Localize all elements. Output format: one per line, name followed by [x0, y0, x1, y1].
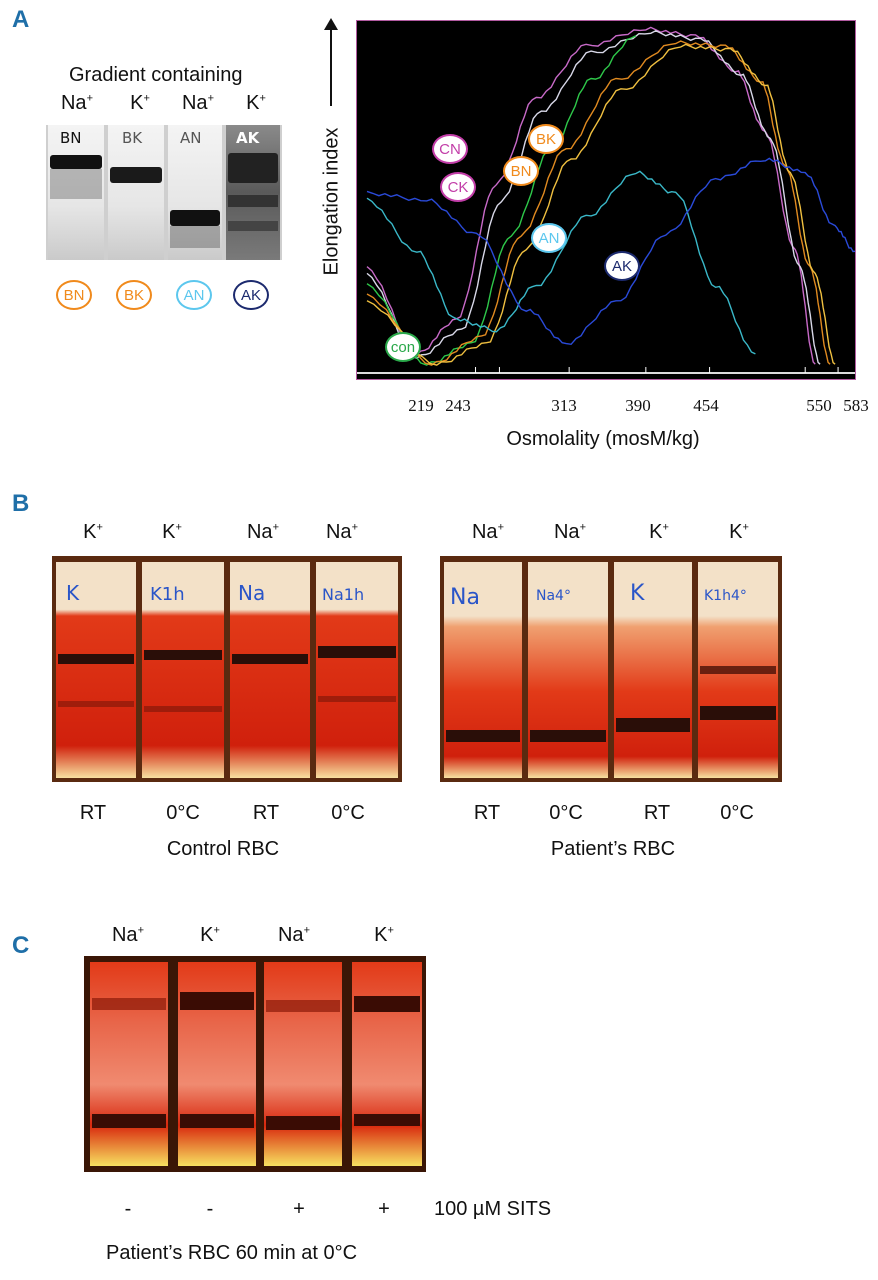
- b-left-caption: Control RBC: [166, 838, 280, 860]
- series-line-bn: [366, 40, 831, 366]
- panel-letter-c: C: [12, 932, 30, 959]
- x-tick-454: 454: [693, 396, 719, 415]
- series-line-ck: [366, 30, 821, 365]
- b-left-ion-3: Na+: [246, 521, 280, 543]
- panel-letter-b: B: [12, 490, 30, 517]
- sample-circle-bk: BK: [116, 280, 152, 310]
- p-tube-scrawl-1: Na: [450, 585, 480, 610]
- b-right-temp-4: 0°C: [720, 802, 754, 824]
- p-tube-scrawl-4: K1h4°: [704, 588, 747, 604]
- x-tick-313: 313: [551, 396, 577, 415]
- b-right-ion-1: Na+: [471, 521, 505, 543]
- b-right-temp-3: RT: [643, 802, 671, 824]
- patient-tubes-photo: Na Na4° K K1h4°: [440, 556, 782, 782]
- x-tick-550: 550: [806, 396, 832, 415]
- panel-letter-a: A: [12, 6, 30, 33]
- series-line-bk: [366, 43, 836, 366]
- x-tick-583: 583: [843, 396, 869, 415]
- c-sits-mark-3: +: [293, 1198, 305, 1220]
- tube-scrawl-4: Na1h: [322, 585, 364, 604]
- elongation-axis-arrow: [330, 24, 332, 106]
- b-left-ion-1: K+: [83, 521, 103, 543]
- control-tubes-image: K K1h Na Na1h: [56, 562, 398, 778]
- gel-col-ion-4: K+: [246, 92, 266, 114]
- curve-label-bn: BN: [503, 156, 539, 186]
- gradient-gel-image: BN BK AN AK: [48, 125, 280, 260]
- series-line-an: [366, 170, 756, 355]
- tube-scrawl-1: K: [66, 581, 80, 605]
- gel-scrawl-3: AN: [180, 129, 201, 147]
- chart-plot-area: [357, 26, 856, 374]
- c-ion-3: Na+: [277, 924, 311, 946]
- tube-scrawl-2: K1h: [150, 584, 185, 605]
- c-caption: Patient’s RBC 60 min at 0°C: [106, 1242, 358, 1264]
- gel-scrawl-4: AK: [236, 129, 261, 147]
- gel-col-ion-2: K+: [130, 92, 150, 114]
- b-left-ion-4: Na+: [325, 521, 359, 543]
- c-sits-mark-4: +: [378, 1198, 390, 1220]
- sample-circle-bn: BN: [56, 280, 92, 310]
- gradient-gel-photo: BN BK AN AK: [46, 125, 282, 260]
- x-axis-label: Osmolality (mosM/kg): [506, 428, 700, 450]
- b-right-temp-1: RT: [473, 802, 501, 824]
- x-tick-243: 243: [445, 396, 471, 415]
- x-tick-219: 219: [408, 396, 434, 415]
- curve-label-an: AN: [531, 223, 567, 253]
- c-sits-label: 100 µM SITS: [434, 1198, 552, 1220]
- y-axis-label: Elongation index: [320, 127, 343, 276]
- c-ion-1: Na+: [111, 924, 145, 946]
- patient-tubes-image: Na Na4° K K1h4°: [444, 562, 778, 778]
- c-sits-mark-2: -: [206, 1198, 214, 1220]
- curve-label-cn: CN: [432, 134, 468, 164]
- p-tube-scrawl-2: Na4°: [536, 588, 571, 604]
- c-ion-2: K+: [200, 924, 220, 946]
- curve-label-ak: AK: [604, 251, 640, 281]
- c-sits-mark-1: -: [124, 1198, 132, 1220]
- gel-scrawl-2: BK: [122, 129, 143, 147]
- b-right-ion-4: K+: [729, 521, 749, 543]
- series-line-con: [366, 35, 637, 366]
- gel-col-ion-1: Na+: [60, 92, 94, 114]
- b-left-temp-1: RT: [79, 802, 107, 824]
- b-left-temp-2: 0°C: [166, 802, 200, 824]
- curve-label-ck: CK: [440, 172, 476, 202]
- sample-circle-an: AN: [176, 280, 212, 310]
- b-right-caption: Patient’s RBC: [550, 838, 676, 860]
- ektacytometry-chart: [356, 20, 856, 380]
- b-left-temp-3: RT: [252, 802, 280, 824]
- arrow-head: [324, 18, 338, 30]
- curve-label-con: con: [385, 332, 421, 362]
- b-left-temp-4: 0°C: [331, 802, 365, 824]
- p-tube-scrawl-3: K: [630, 581, 645, 606]
- series-line-ak: [366, 157, 856, 346]
- b-left-ion-2: K+: [162, 521, 182, 543]
- sample-circle-ak: AK: [233, 280, 269, 310]
- sits-tubes-photo: [84, 956, 426, 1172]
- series-line-cn: [366, 26, 816, 365]
- sits-tubes-image: [90, 962, 422, 1166]
- b-right-ion-3: K+: [649, 521, 669, 543]
- curve-label-bk: BK: [528, 124, 564, 154]
- b-right-ion-2: Na+: [553, 521, 587, 543]
- control-tubes-photo: K K1h Na Na1h: [52, 556, 402, 782]
- b-right-temp-2: 0°C: [549, 802, 583, 824]
- gel-scrawl-1: BN: [60, 129, 82, 147]
- gel-title: Gradient containing: [69, 64, 243, 86]
- x-tick-390: 390: [625, 396, 651, 415]
- tube-scrawl-3: Na: [238, 581, 265, 605]
- gel-col-ion-3: Na+: [181, 92, 215, 114]
- c-ion-4: K+: [374, 924, 394, 946]
